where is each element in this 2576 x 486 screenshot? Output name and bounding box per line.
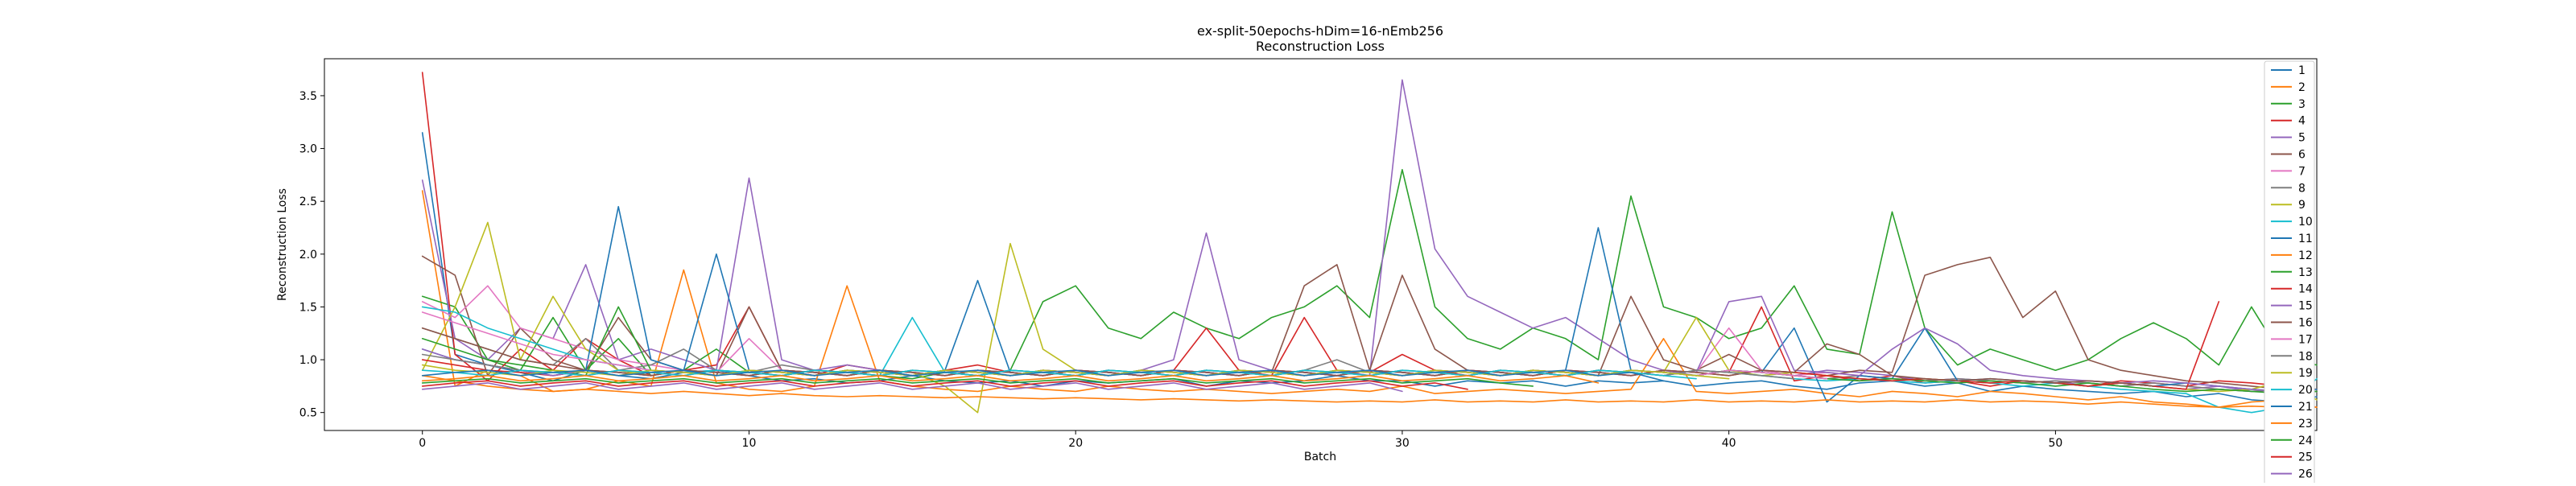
y-tick-label: 2.5 bbox=[299, 196, 317, 208]
y-tick-label: 2.0 bbox=[299, 249, 317, 262]
legend-entry-label: 11 bbox=[2298, 233, 2313, 245]
legend-entry-label: 4 bbox=[2298, 115, 2306, 128]
legend: 1234567891011121314151617181920212324252… bbox=[2264, 60, 2315, 486]
x-tick-label: 30 bbox=[1395, 437, 1410, 450]
series-line-25 bbox=[421, 380, 1468, 390]
legend-entry-label: 23 bbox=[2298, 418, 2313, 430]
x-axis-label: Batch bbox=[1304, 451, 1336, 463]
plot-frame bbox=[324, 58, 2318, 431]
series-line-26 bbox=[421, 382, 1403, 393]
series-line-23 bbox=[421, 374, 1600, 384]
series-line-3 bbox=[421, 169, 2318, 380]
series-line-21 bbox=[421, 369, 1665, 382]
y-tick-label: 1.0 bbox=[299, 354, 317, 367]
legend-entry-label: 21 bbox=[2298, 401, 2313, 414]
x-tick-label: 0 bbox=[419, 437, 426, 450]
chart-subtitle: Reconstruction Loss bbox=[1256, 39, 1385, 54]
x-tick-label: 10 bbox=[742, 437, 757, 450]
y-axis-ticks: 0.5 1.0 1.5 2.0 2.5 3.0 3.5 bbox=[299, 90, 324, 420]
x-axis-ticks: 0 10 20 30 40 50 bbox=[419, 430, 2062, 450]
legend-entry-label: 24 bbox=[2298, 435, 2313, 447]
legend-entry-label: 19 bbox=[2298, 367, 2313, 380]
legend-entry-label: 16 bbox=[2298, 317, 2313, 330]
legend-box bbox=[2264, 60, 2315, 486]
legend-entry-label: 10 bbox=[2298, 216, 2313, 229]
legend-entry-label: 25 bbox=[2298, 451, 2313, 464]
y-tick-label: 1.5 bbox=[299, 301, 317, 314]
legend-entry-label: 1 bbox=[2298, 64, 2306, 77]
legend-entry-label: 26 bbox=[2298, 468, 2313, 481]
legend-entry-label: 8 bbox=[2298, 182, 2306, 195]
y-axis-label: Reconstruction Loss bbox=[276, 188, 289, 301]
legend-entry-label: 14 bbox=[2298, 283, 2313, 296]
legend-entry-label: 15 bbox=[2298, 300, 2313, 313]
legend-entry-label: 20 bbox=[2298, 384, 2313, 397]
y-tick-label: 3.5 bbox=[299, 90, 317, 103]
series-layer bbox=[421, 72, 2318, 414]
legend-entry-label: 3 bbox=[2298, 98, 2306, 111]
legend-entry-label: 2 bbox=[2298, 81, 2306, 94]
legend-entry-label: 13 bbox=[2298, 266, 2313, 279]
chart-title: ex-split-50epochs-hDim=16-nEmb256 bbox=[1197, 23, 1443, 39]
x-tick-label: 50 bbox=[2048, 437, 2062, 450]
legend-entry-label: 12 bbox=[2298, 249, 2313, 262]
y-tick-label: 3.0 bbox=[299, 143, 317, 156]
legend-entry-label: 18 bbox=[2298, 350, 2313, 363]
legend-entry-label: 5 bbox=[2298, 132, 2306, 145]
x-tick-label: 20 bbox=[1068, 437, 1083, 450]
legend-entry-label: 17 bbox=[2298, 333, 2313, 346]
y-tick-label: 0.5 bbox=[299, 407, 317, 420]
legend-entry-label: 9 bbox=[2298, 199, 2306, 212]
series-line-24 bbox=[421, 377, 1534, 387]
series-line-12 bbox=[421, 374, 2318, 408]
x-tick-label: 40 bbox=[1722, 437, 1736, 450]
series-line-16 bbox=[421, 327, 2154, 387]
legend-entry-label: 7 bbox=[2298, 165, 2306, 178]
legend-entry-label: 6 bbox=[2298, 149, 2306, 162]
